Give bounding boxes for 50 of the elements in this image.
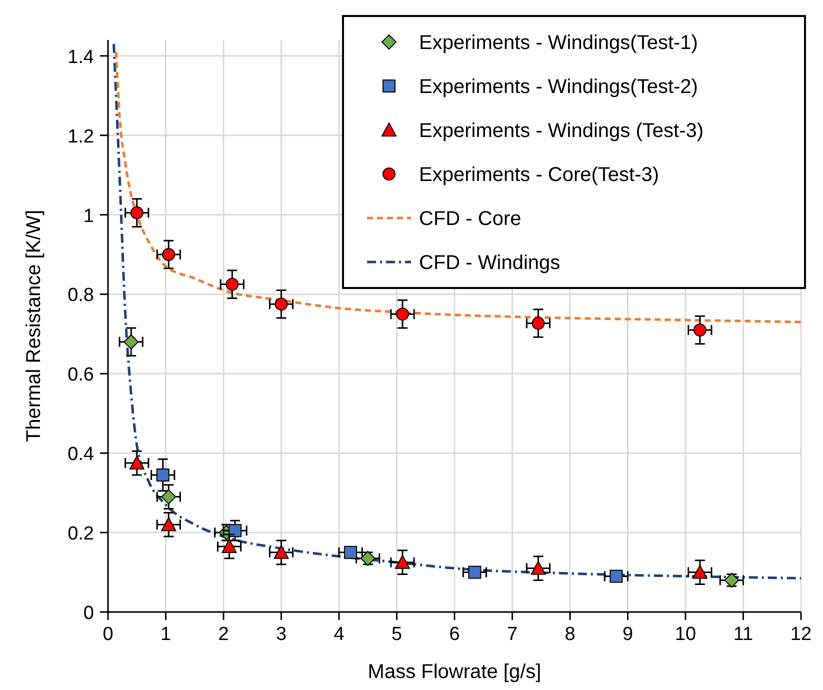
x-tick-label: 7 [506, 624, 518, 645]
point [129, 456, 144, 470]
y-tick-label: 1 [83, 206, 94, 227]
x-tick-label: 8 [564, 624, 576, 645]
legend-label: CFD - Windings [419, 252, 560, 274]
x-tick-label: 6 [449, 624, 460, 645]
point [530, 560, 546, 575]
point [226, 278, 239, 291]
point [124, 334, 139, 350]
x-axis-title: Mass Flowrate [g/s] [368, 661, 542, 683]
y-tick-label: 0.2 [68, 524, 94, 545]
x-tick-label: 9 [622, 624, 634, 645]
point [396, 308, 410, 321]
point [532, 316, 545, 330]
point [274, 298, 288, 311]
y-tick-label: 0.4 [68, 444, 94, 466]
x-tick-label: 2 [218, 624, 229, 645]
x-tick-label: 1 [160, 624, 172, 645]
point [162, 248, 176, 261]
y-axis-title: Thermal Resistance [K/W] [23, 210, 45, 442]
point [156, 468, 170, 482]
point [161, 489, 176, 504]
y-tick-label: 1.2 [68, 126, 94, 148]
x-tick-label: 4 [334, 624, 345, 645]
legend-label: Experiments - Core(Test-3) [419, 164, 660, 186]
point [228, 524, 242, 538]
point [395, 554, 410, 569]
y-tick-label: 0.6 [68, 364, 94, 386]
point [274, 544, 289, 559]
x-tick-label: 11 [733, 624, 754, 645]
point [222, 538, 237, 553]
point [468, 566, 482, 579]
legend-label: CFD - Core [419, 208, 522, 230]
point [161, 517, 176, 532]
legend-label: Experiments - Windings(Test-1) [419, 32, 698, 54]
point [130, 206, 144, 220]
y-tick-label: 0 [83, 603, 94, 624]
legend-label: Experiments - Windings (Test-3) [419, 120, 704, 142]
point [610, 570, 623, 583]
x-tick-label: 10 [674, 624, 696, 645]
point [693, 323, 706, 336]
x-tick-label: 3 [276, 624, 287, 645]
x-tick-label: 12 [790, 624, 812, 645]
x-tick-label: 5 [391, 624, 402, 645]
x-tick-label: 0 [102, 624, 114, 645]
y-tick-label: 0.8 [68, 285, 94, 306]
legend-label: Experiments - Windings(Test-2) [419, 76, 698, 98]
point [344, 546, 358, 559]
point [692, 564, 708, 579]
y-tick-label: 1.4 [68, 46, 94, 68]
